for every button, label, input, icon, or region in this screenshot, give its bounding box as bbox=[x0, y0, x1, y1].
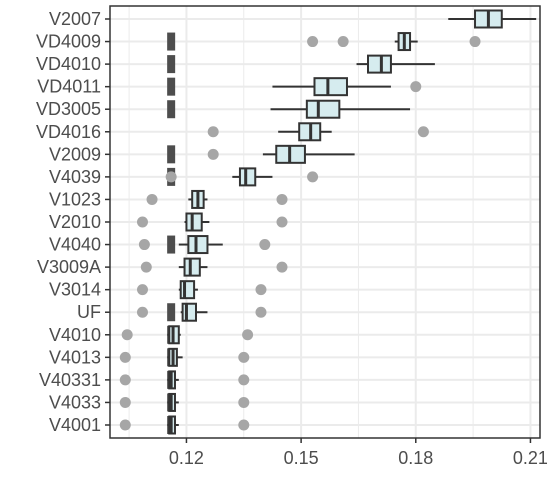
outlier-point bbox=[337, 36, 349, 48]
x-tick-label: 0.21 bbox=[513, 448, 548, 468]
box-v2009 bbox=[262, 144, 355, 164]
box-v2010 bbox=[184, 212, 210, 232]
y-tick-label: V1023 bbox=[49, 189, 101, 209]
box-v4001 bbox=[167, 415, 179, 435]
box-v1023 bbox=[188, 189, 208, 209]
outlier-point bbox=[238, 419, 250, 431]
reference-bar bbox=[167, 32, 176, 51]
box-v4033 bbox=[167, 392, 179, 412]
reference-bar bbox=[167, 303, 176, 322]
box-vd4011 bbox=[272, 77, 391, 97]
box-v3014 bbox=[178, 280, 198, 300]
box-iqr bbox=[313, 77, 348, 97]
y-tick-label: V4033 bbox=[49, 392, 101, 412]
y-tick-label: V4039 bbox=[49, 167, 101, 187]
box-iqr bbox=[187, 235, 209, 255]
outlier-point bbox=[307, 171, 319, 183]
outlier-point bbox=[146, 193, 158, 205]
outlier-point bbox=[140, 261, 152, 273]
box-vd3005 bbox=[270, 99, 411, 119]
box-iqr bbox=[183, 257, 201, 277]
y-tick-label: VD4016 bbox=[36, 122, 101, 142]
box-vd4010 bbox=[356, 54, 435, 74]
box-iqr bbox=[181, 302, 198, 322]
y-tick-label: V4010 bbox=[49, 325, 101, 345]
box-vd4009 bbox=[394, 32, 418, 52]
outlier-point bbox=[207, 126, 219, 138]
outlier-point bbox=[207, 148, 219, 160]
outlier-point bbox=[417, 126, 429, 138]
outlier-point bbox=[136, 306, 148, 318]
box-v4040 bbox=[178, 235, 223, 255]
x-tick-label: 0.12 bbox=[169, 448, 204, 468]
box-iqr bbox=[367, 54, 392, 74]
box-iqr bbox=[305, 99, 341, 119]
box-v4010 bbox=[167, 325, 181, 345]
y-tick-label: VD4009 bbox=[36, 32, 101, 52]
outlier-point bbox=[119, 419, 131, 431]
y-tick-label: V4001 bbox=[49, 415, 101, 435]
reference-bar bbox=[167, 235, 176, 254]
box-v4013 bbox=[167, 347, 183, 367]
outlier-point bbox=[259, 239, 271, 251]
box-v3009a bbox=[178, 257, 208, 277]
outlier-point bbox=[255, 306, 267, 318]
outlier-point bbox=[469, 36, 481, 48]
outlier-point bbox=[121, 329, 133, 341]
outlier-point bbox=[119, 374, 131, 386]
y-tick-label: V4013 bbox=[49, 347, 101, 367]
box-v4039 bbox=[232, 167, 273, 187]
outlier-point bbox=[138, 239, 150, 251]
outlier-point bbox=[136, 284, 148, 296]
outlier-points bbox=[119, 36, 481, 431]
y-tick-label: V40331 bbox=[39, 370, 101, 390]
y-tick-label: V2007 bbox=[49, 9, 101, 29]
x-axis-ticks: 0.12 0.15 0.18 0.21 bbox=[169, 438, 548, 468]
y-tick-label: UF bbox=[77, 302, 101, 322]
y-tick-label: V2010 bbox=[49, 212, 101, 232]
outlier-point bbox=[238, 396, 250, 408]
box-iqr bbox=[185, 212, 203, 232]
box-vd4016 bbox=[278, 122, 332, 142]
y-tick-label: V4040 bbox=[49, 235, 101, 255]
outlier-point bbox=[255, 284, 267, 296]
outlier-point bbox=[410, 81, 422, 93]
x-tick-label: 0.15 bbox=[284, 448, 319, 468]
box-uf bbox=[180, 302, 208, 322]
reference-bar bbox=[167, 77, 176, 96]
outlier-point bbox=[276, 193, 288, 205]
box-v2007 bbox=[448, 9, 537, 29]
outlier-point bbox=[119, 396, 131, 408]
outlier-point bbox=[238, 374, 250, 386]
box-v40331 bbox=[167, 370, 179, 390]
outlier-point bbox=[276, 261, 288, 273]
box-iqr bbox=[179, 280, 196, 300]
box-iqr bbox=[238, 167, 257, 187]
outlier-point bbox=[165, 171, 177, 183]
x-tick-label: 0.18 bbox=[398, 448, 433, 468]
y-tick-label: V3014 bbox=[49, 280, 101, 300]
outlier-point bbox=[119, 351, 131, 363]
y-tick-label: VD3005 bbox=[36, 99, 101, 119]
y-tick-label: V3009A bbox=[37, 257, 101, 277]
outlier-point bbox=[136, 216, 148, 228]
outlier-point bbox=[238, 351, 250, 363]
outlier-point bbox=[307, 36, 319, 48]
y-tick-label: V2009 bbox=[49, 144, 101, 164]
reference-bar bbox=[167, 100, 176, 119]
reference-bar bbox=[167, 55, 176, 74]
outlier-point bbox=[242, 329, 254, 341]
reference-bar bbox=[167, 145, 176, 164]
y-tick-label: VD4010 bbox=[36, 54, 101, 74]
boxes bbox=[167, 9, 537, 435]
outlier-point bbox=[276, 216, 288, 228]
y-tick-label: VD4011 bbox=[37, 77, 101, 97]
